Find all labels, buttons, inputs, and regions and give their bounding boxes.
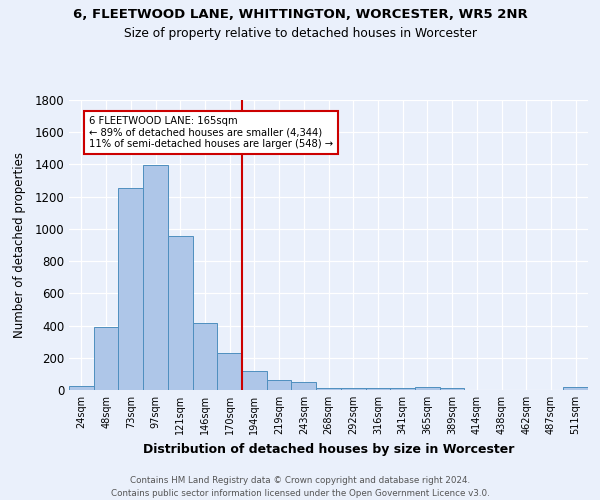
Text: 6 FLEETWOOD LANE: 165sqm
← 89% of detached houses are smaller (4,344)
11% of sem: 6 FLEETWOOD LANE: 165sqm ← 89% of detach… xyxy=(89,116,333,150)
Bar xyxy=(390,388,415,390)
Text: 6, FLEETWOOD LANE, WHITTINGTON, WORCESTER, WR5 2NR: 6, FLEETWOOD LANE, WHITTINGTON, WORCESTE… xyxy=(73,8,527,20)
Bar xyxy=(292,382,316,390)
Text: Size of property relative to detached houses in Worcester: Size of property relative to detached ho… xyxy=(124,28,476,40)
Bar xyxy=(69,386,94,390)
Text: Distribution of detached houses by size in Worcester: Distribution of detached houses by size … xyxy=(143,442,514,456)
Bar xyxy=(341,388,365,390)
Bar xyxy=(415,387,440,390)
Bar xyxy=(193,323,217,390)
Bar xyxy=(365,388,390,390)
Text: Contains HM Land Registry data © Crown copyright and database right 2024.
Contai: Contains HM Land Registry data © Crown c… xyxy=(110,476,490,498)
Bar xyxy=(440,388,464,390)
Bar xyxy=(217,353,242,390)
Bar xyxy=(143,166,168,390)
Y-axis label: Number of detached properties: Number of detached properties xyxy=(13,152,26,338)
Bar xyxy=(94,327,118,390)
Bar xyxy=(118,188,143,390)
Bar xyxy=(168,236,193,390)
Bar xyxy=(242,372,267,390)
Bar xyxy=(563,387,588,390)
Bar xyxy=(316,388,341,390)
Bar xyxy=(267,380,292,390)
